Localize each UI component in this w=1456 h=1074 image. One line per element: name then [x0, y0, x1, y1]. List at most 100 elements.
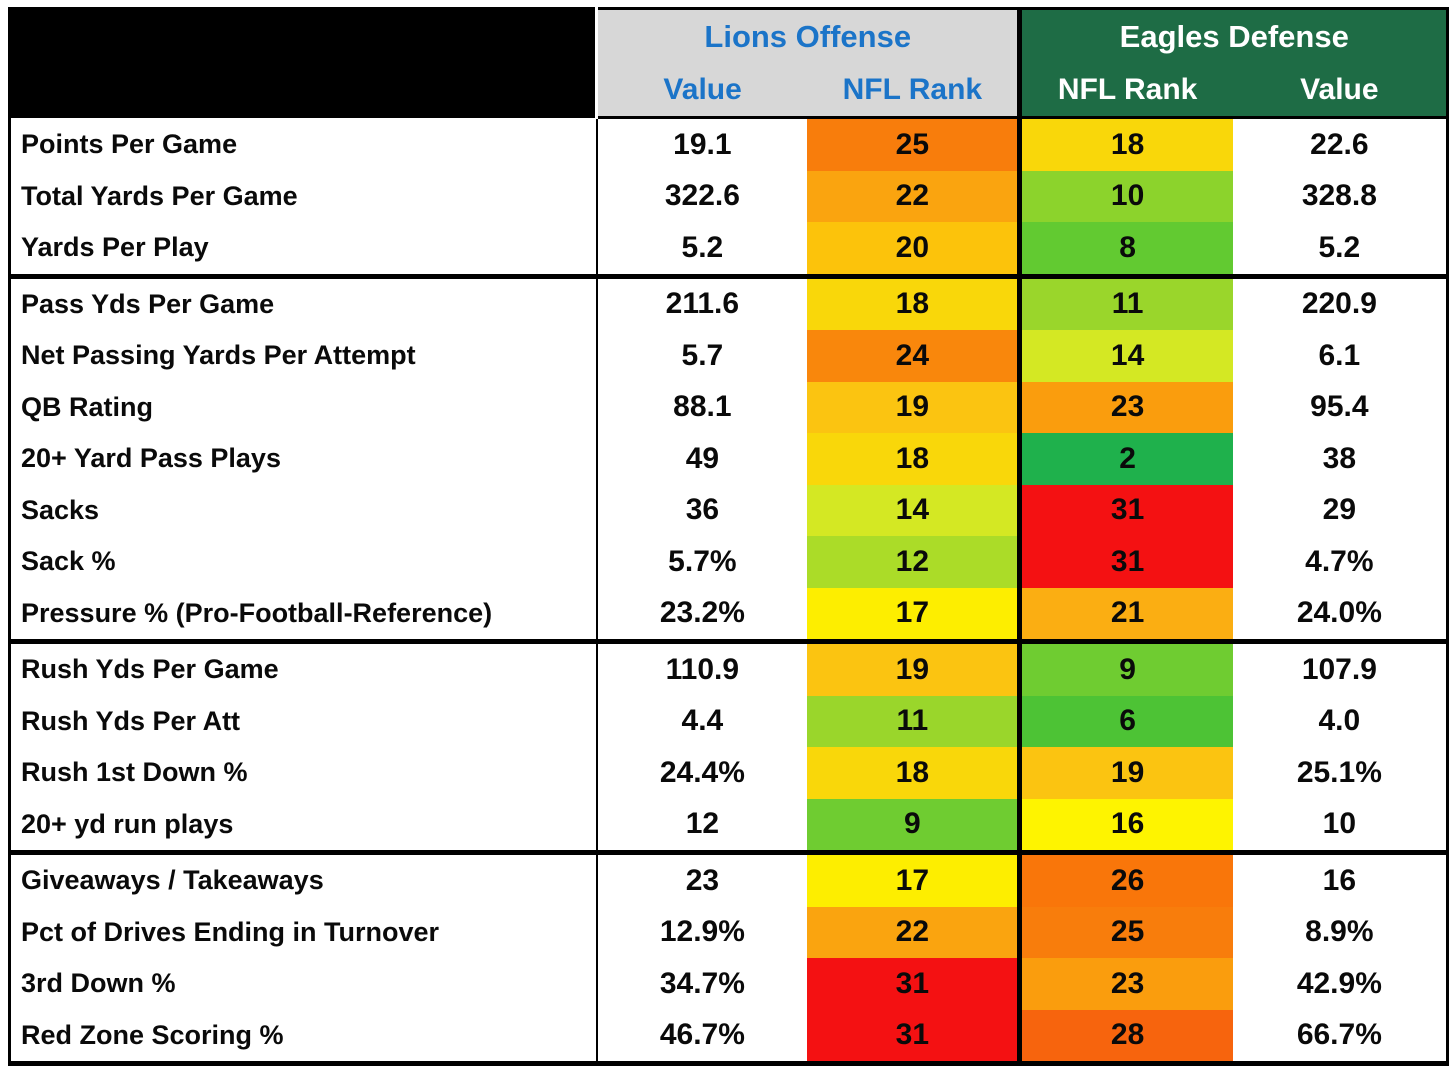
stat-label: Sack %: [9, 536, 598, 588]
lions-value-cell: 19.1: [673, 127, 732, 161]
lions-rank-cell: 9: [807, 798, 1023, 853]
eagles-value-cell: 8.9%: [1305, 915, 1374, 949]
eagles-rank-cell: 2: [1019, 433, 1233, 485]
stats-comparison-table: Lions Offense Eagles Defense Value NFL R…: [8, 7, 1449, 1066]
eagles-value-cell: 6.1: [1318, 338, 1361, 372]
lions-rank-cell: 22: [807, 906, 1023, 958]
stat-label: Pass Yds Per Game: [9, 273, 598, 330]
table-row: Rush Yds Per Game 110.9 19 9 107.9: [9, 639, 1448, 696]
eagles-rank-cell: 11: [1019, 273, 1233, 330]
lions-value-cell: 46.7%: [659, 1018, 745, 1052]
eagles-rank-cell: 23: [1019, 958, 1233, 1010]
stat-label: Yards Per Play: [9, 222, 598, 276]
eagles-value-cell: 220.9: [1232, 273, 1448, 330]
lions-value-cell: 211.6: [596, 273, 808, 330]
lions-rank-cell: 20: [807, 222, 1023, 276]
lions-value-cell: 322.6: [664, 179, 740, 213]
table-row: Net Passing Yards Per Attempt 5.7 24 14 …: [9, 330, 1448, 382]
lions-rank-cell: 25: [807, 117, 1023, 171]
eagles-rank-cell: 21: [1019, 587, 1233, 642]
lions-rank-cell: 17: [807, 587, 1023, 642]
table-row: Pressure % (Pro-Football-Reference) 23.2…: [9, 587, 1448, 642]
eagles-rank-cell: 8: [1019, 222, 1233, 276]
stat-label: 20+ yd run plays: [9, 798, 598, 853]
eagles-rank-cell: 9: [1019, 639, 1233, 696]
table-row: Rush Yds Per Att 4.4 11 6 4.0: [9, 695, 1448, 747]
lions-rank-cell: 12: [807, 536, 1023, 588]
eagles-rank-cell: 25: [1019, 906, 1233, 958]
stat-label: Net Passing Yards Per Attempt: [9, 330, 598, 382]
lions-value-cell: 12.9%: [659, 915, 745, 949]
eagles-rank-cell: 31: [1019, 484, 1233, 536]
stat-label: Pct of Drives Ending in Turnover: [9, 906, 598, 958]
lions-value-cell: 36: [685, 493, 720, 527]
lions-rank-cell: 31: [807, 958, 1023, 1010]
lions-value-cell: 23: [596, 850, 808, 907]
stat-label: 3rd Down %: [9, 958, 598, 1010]
eagles-rank-cell: 28: [1019, 1009, 1233, 1064]
eagles-rank-cell: 31: [1019, 536, 1233, 588]
lions-value-cell: 23.2%: [659, 596, 745, 630]
stat-label: Sacks: [9, 484, 598, 536]
eagles-rank-cell: 23: [1019, 381, 1233, 433]
lions-value-cell: 5.7%: [668, 544, 737, 578]
eagles-value-header: Value: [1232, 63, 1448, 119]
table-row: Red Zone Scoring % 46.7% 31 28 66.7%: [9, 1009, 1448, 1064]
lions-rank-header: NFL Rank: [807, 63, 1023, 119]
eagles-value-cell: 29: [1322, 493, 1357, 527]
lions-rank-cell: 19: [807, 639, 1023, 696]
table-row: Yards Per Play 5.2 20 8 5.2: [9, 222, 1448, 276]
eagles-rank-cell: 10: [1019, 170, 1233, 222]
eagles-value-cell: 38: [1322, 441, 1357, 475]
table-row: Pct of Drives Ending in Turnover 12.9% 2…: [9, 906, 1448, 958]
lions-value-cell: 88.1: [673, 390, 732, 424]
stat-label: QB Rating: [9, 381, 598, 433]
eagles-value-cell: 25.1%: [1296, 755, 1382, 789]
eagles-value-cell: 107.9: [1232, 639, 1448, 696]
lions-value-cell: 34.7%: [659, 966, 745, 1000]
table-row: Giveaways / Takeaways 23 17 26 16: [9, 850, 1448, 907]
lions-value-cell: 12: [685, 807, 720, 841]
table-row: 20+ Yard Pass Plays 49 18 2 38: [9, 433, 1448, 485]
eagles-value-cell: 10: [1322, 807, 1357, 841]
eagles-value-cell: 95.4: [1310, 390, 1369, 424]
stat-label: Rush Yds Per Att: [9, 695, 598, 747]
lions-value-cell: 49: [685, 441, 720, 475]
stat-label: 20+ Yard Pass Plays: [9, 433, 598, 485]
lions-rank-cell: 19: [807, 381, 1023, 433]
stat-label: Red Zone Scoring %: [9, 1009, 598, 1064]
eagles-value-cell: 66.7%: [1296, 1018, 1382, 1052]
table-row: Sack % 5.7% 12 31 4.7%: [9, 536, 1448, 588]
lions-rank-cell: 18: [807, 747, 1023, 799]
table-row: 20+ yd run plays 12 9 16 10: [9, 798, 1448, 853]
lions-value-cell: 4.4: [681, 704, 724, 738]
lions-rank-cell: 17: [807, 850, 1023, 907]
lions-value-cell: 110.9: [596, 639, 808, 696]
eagles-rank-cell: 19: [1019, 747, 1233, 799]
eagles-value-cell: 328.8: [1301, 179, 1377, 213]
table-row: Pass Yds Per Game 211.6 18 11 220.9: [9, 273, 1448, 330]
table-row: Total Yards Per Game 322.6 22 10 328.8: [9, 170, 1448, 222]
table-header: Lions Offense Eagles Defense Value NFL R…: [9, 8, 1448, 119]
stat-label: Total Yards Per Game: [9, 170, 598, 222]
table-row: Rush 1st Down % 24.4% 18 19 25.1%: [9, 747, 1448, 799]
eagles-value-cell: 4.0: [1318, 704, 1361, 738]
eagles-rank-header: NFL Rank: [1019, 63, 1233, 119]
eagles-value-cell: 22.6: [1310, 127, 1369, 161]
table-row: Points Per Game 19.1 25 18 22.6: [9, 117, 1448, 171]
lions-rank-cell: 31: [807, 1009, 1023, 1064]
lions-rank-cell: 24: [807, 330, 1023, 382]
eagles-value-cell: 4.7%: [1305, 544, 1374, 578]
eagles-rank-cell: 14: [1019, 330, 1233, 382]
stat-label: Giveaways / Takeaways: [9, 850, 598, 907]
eagles-defense-header: Eagles Defense: [1019, 8, 1448, 63]
stats-body: Points Per Game 19.1 25 18 22.6 Total Ya…: [9, 117, 1448, 1064]
lions-value-cell: 24.4%: [659, 755, 745, 789]
table-row: QB Rating 88.1 19 23 95.4: [9, 381, 1448, 433]
lions-rank-cell: 22: [807, 170, 1023, 222]
stat-label: Rush Yds Per Game: [9, 639, 598, 696]
eagles-rank-cell: 16: [1019, 798, 1233, 853]
eagles-value-cell: 42.9%: [1296, 966, 1382, 1000]
lions-value-cell: 5.7: [681, 338, 724, 372]
